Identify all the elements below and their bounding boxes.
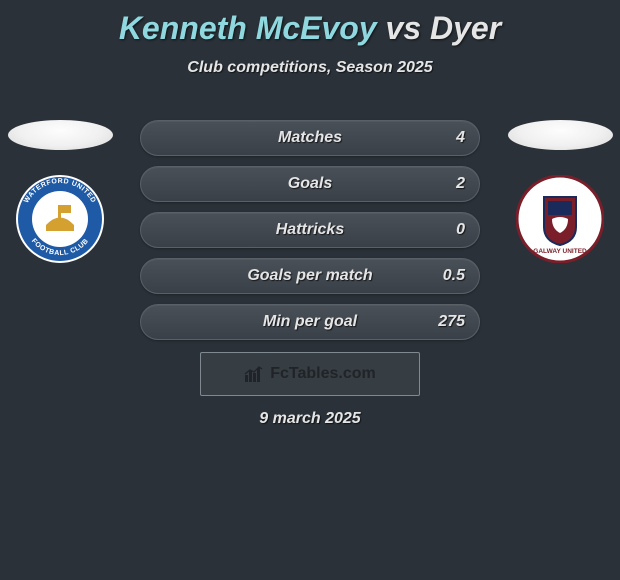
player-b-photo [508,120,613,150]
player-a-photo [8,120,113,150]
player-a-name: Kenneth McEvoy [119,10,377,46]
date-label: 9 march 2025 [0,410,620,428]
stat-row-min-per-goal: Min per goal 275 [140,304,480,340]
player-a-club-crest: WATERFORD UNITED FOOTBALL CLUB [16,175,104,263]
stat-value: 2 [456,175,465,193]
vs-text: vs [386,10,422,46]
player-b-club-crest: GALWAY UNITED [516,175,604,263]
watermark: FcTables.com [200,352,420,396]
left-player-column: WATERFORD UNITED FOOTBALL CLUB [5,120,115,263]
bar-chart-icon [244,365,264,383]
galway-crest-icon: GALWAY UNITED [516,175,604,263]
stat-label: Hattricks [276,221,344,239]
watermark-text: FcTables.com [270,365,376,383]
stat-label: Matches [278,129,342,147]
subtitle: Club competitions, Season 2025 [0,59,620,77]
stat-value: 0 [456,221,465,239]
stat-row-goals: Goals 2 [140,166,480,202]
svg-text:GALWAY UNITED: GALWAY UNITED [533,248,587,255]
stat-value: 4 [456,129,465,147]
stat-value: 275 [438,313,465,331]
stat-row-matches: Matches 4 [140,120,480,156]
stats-panel: Matches 4 Goals 2 Hattricks 0 Goals per … [140,120,480,340]
stat-row-goals-per-match: Goals per match 0.5 [140,258,480,294]
stat-row-hattricks: Hattricks 0 [140,212,480,248]
stat-label: Min per goal [263,313,357,331]
right-player-column: GALWAY UNITED [505,120,615,263]
stat-value: 0.5 [443,267,465,285]
stat-label: Goals per match [247,267,372,285]
player-b-name: Dyer [430,10,501,46]
comparison-title: Kenneth McEvoy vs Dyer [0,0,620,47]
waterford-crest-icon: WATERFORD UNITED FOOTBALL CLUB [16,175,104,263]
stat-label: Goals [288,175,332,193]
